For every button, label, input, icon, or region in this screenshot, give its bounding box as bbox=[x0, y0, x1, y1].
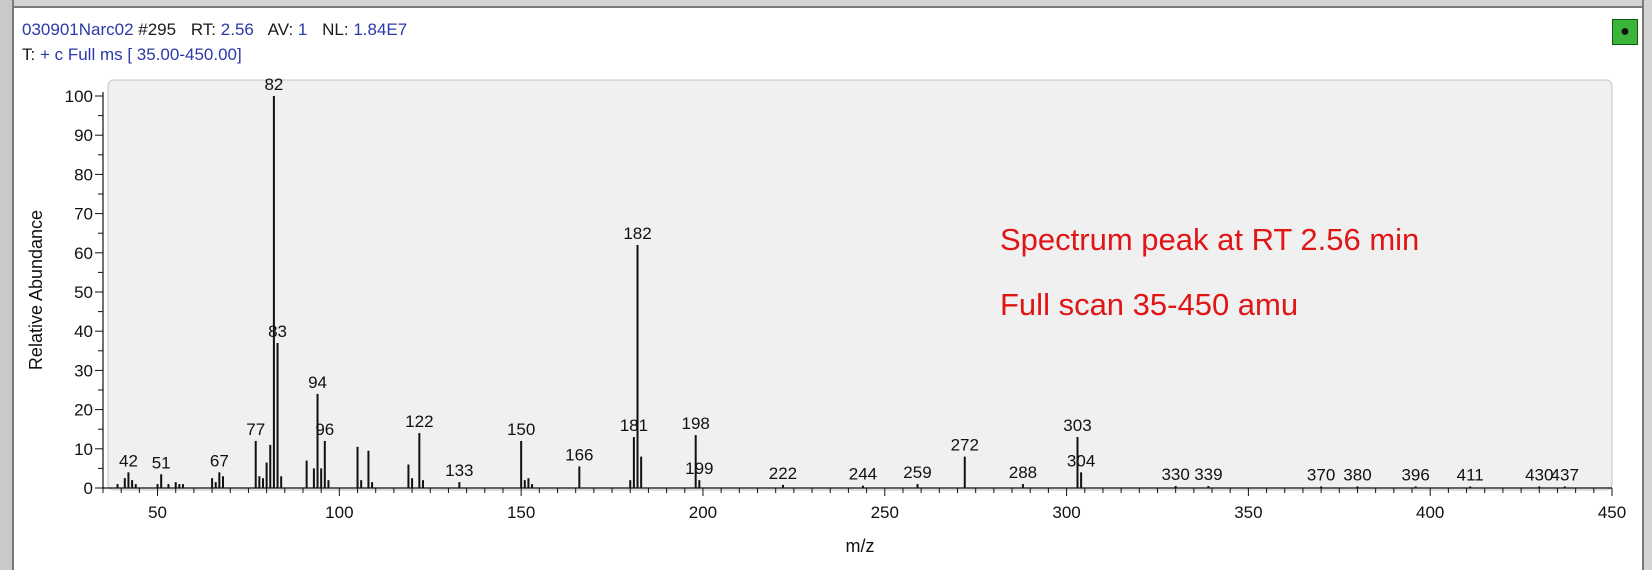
window-top-border bbox=[0, 0, 1652, 8]
peak-label-166: 166 bbox=[565, 445, 593, 464]
peak-label-259: 259 bbox=[903, 463, 931, 482]
peak-label-339: 339 bbox=[1194, 465, 1222, 484]
av-label: AV: bbox=[267, 20, 294, 39]
y-axis-label: Relative Abundance bbox=[26, 210, 46, 370]
peak-label-67: 67 bbox=[210, 451, 229, 470]
peak-label-182: 182 bbox=[623, 224, 651, 243]
peak-label-380: 380 bbox=[1343, 465, 1371, 484]
plot-area bbox=[107, 79, 1613, 491]
peak-label-304: 304 bbox=[1067, 451, 1095, 470]
peak-label-83: 83 bbox=[268, 322, 287, 341]
x-tick-label: 350 bbox=[1234, 503, 1262, 522]
peaks bbox=[116, 96, 1566, 488]
peak-label-181: 181 bbox=[620, 416, 648, 435]
x-tick-label: 50 bbox=[148, 503, 167, 522]
spectrum-header: 030901Narc02 #295 RT: 2.56 AV: 1 NL: 1.8… bbox=[22, 20, 407, 40]
peak-label-272: 272 bbox=[951, 436, 979, 455]
y-tick-label: 10 bbox=[74, 440, 93, 459]
peak-label-96: 96 bbox=[315, 420, 334, 439]
x-tick-label: 400 bbox=[1416, 503, 1444, 522]
peak-label-288: 288 bbox=[1009, 463, 1037, 482]
peak-label-77: 77 bbox=[246, 420, 265, 439]
y-tick-label: 70 bbox=[74, 205, 93, 224]
y-tick-label: 20 bbox=[74, 401, 93, 420]
axes: 0 10 20 30 40 50 60 70 80 90 100 50 100 150 200 250 300 3… bbox=[65, 87, 1627, 522]
x-tick-label: 200 bbox=[689, 503, 717, 522]
x-axis-label: m/z bbox=[846, 536, 875, 556]
window-right-border bbox=[1642, 0, 1652, 570]
peak-label-222: 222 bbox=[769, 464, 797, 483]
x-tick-label: 300 bbox=[1052, 503, 1080, 522]
x-tick-label: 250 bbox=[871, 503, 899, 522]
peak-label-330: 330 bbox=[1161, 465, 1189, 484]
y-tick-label: 80 bbox=[74, 165, 93, 184]
x-tick-label: 100 bbox=[325, 503, 353, 522]
window-left-border bbox=[0, 0, 14, 570]
nl-value: 1.84E7 bbox=[353, 20, 408, 39]
peak-label-430: 430 bbox=[1525, 465, 1553, 484]
nl-label: NL: bbox=[322, 20, 349, 39]
annotation-rt: Spectrum peak at RT 2.56 min bbox=[1000, 222, 1419, 257]
rt-label: RT: bbox=[190, 20, 217, 39]
y-tick-label: 40 bbox=[74, 322, 93, 341]
scan-filter: T: + c Full ms [ 35.00-450.00] bbox=[22, 45, 242, 65]
file-name: 030901Narc02 bbox=[22, 20, 134, 39]
peak-label-198: 198 bbox=[682, 414, 710, 433]
peak-label-42: 42 bbox=[119, 451, 138, 470]
peak-label-303: 303 bbox=[1063, 416, 1091, 435]
peak-label-94: 94 bbox=[308, 373, 327, 392]
y-tick-label: 50 bbox=[74, 283, 93, 302]
peak-label-82: 82 bbox=[264, 75, 283, 94]
rt-value: 2.56 bbox=[220, 20, 254, 39]
peak-labels: 42 51 67 77 82 83 94 96 122 133 150 166 181 182 198 199… bbox=[119, 75, 1579, 484]
y-tick-label: 100 bbox=[65, 87, 93, 106]
av-value: 1 bbox=[297, 20, 308, 39]
y-tick-label: 90 bbox=[74, 126, 93, 145]
pin-icon[interactable]: ● bbox=[1612, 19, 1638, 45]
peak-label-370: 370 bbox=[1307, 465, 1335, 484]
peak-label-396: 396 bbox=[1401, 465, 1429, 484]
scan-number: #295 bbox=[138, 20, 177, 39]
y-tick-label: 30 bbox=[74, 361, 93, 380]
filter-label: T: bbox=[22, 45, 36, 64]
peak-label-150: 150 bbox=[507, 420, 535, 439]
peak-label-411: 411 bbox=[1457, 465, 1484, 484]
annotation-scan-range: Full scan 35-450 amu bbox=[1000, 287, 1298, 322]
y-tick-label: 0 bbox=[84, 479, 93, 498]
peak-label-437: 437 bbox=[1551, 465, 1579, 484]
peak-label-133: 133 bbox=[445, 461, 473, 480]
x-tick-label: 450 bbox=[1598, 503, 1626, 522]
peak-label-51: 51 bbox=[152, 453, 171, 472]
y-tick-label: 60 bbox=[74, 244, 93, 263]
peak-label-199: 199 bbox=[685, 459, 713, 478]
peak-label-122: 122 bbox=[405, 412, 433, 431]
x-tick-label: 150 bbox=[507, 503, 535, 522]
peak-label-244: 244 bbox=[849, 465, 877, 484]
filter-value: + c Full ms [ 35.00-450.00] bbox=[39, 45, 242, 64]
